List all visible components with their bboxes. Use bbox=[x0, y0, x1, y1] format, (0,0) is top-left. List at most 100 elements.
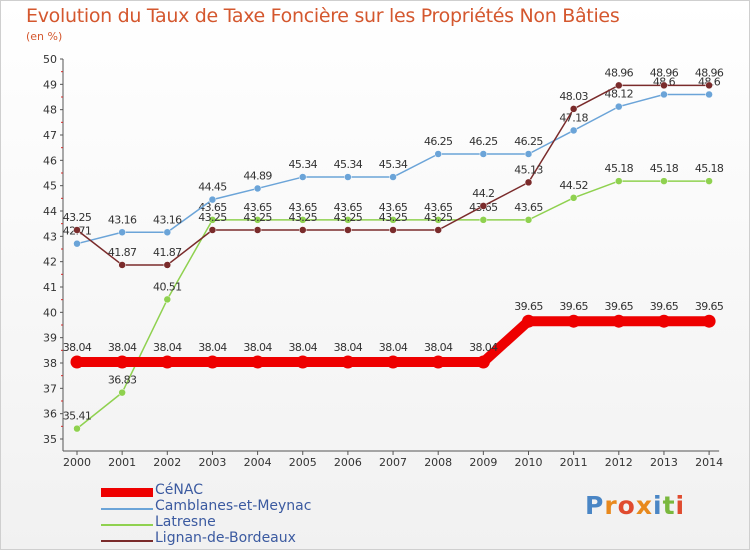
data-label: 43.65 bbox=[289, 201, 318, 214]
data-point bbox=[569, 126, 578, 135]
logo-letter: o bbox=[617, 491, 636, 520]
data-point bbox=[118, 261, 126, 269]
y-tick-label: 39 bbox=[43, 332, 57, 345]
data-label: 41.87 bbox=[108, 246, 137, 259]
data-point bbox=[479, 216, 488, 224]
data-label: 35.41 bbox=[63, 410, 92, 423]
data-point bbox=[389, 173, 397, 181]
data-label: 44.89 bbox=[243, 169, 272, 182]
data-point bbox=[208, 226, 217, 234]
data-point bbox=[479, 202, 488, 210]
proxiti-logo: Proxiti bbox=[585, 491, 685, 520]
legend-swatch bbox=[101, 488, 153, 497]
x-tick-label: 2009 bbox=[469, 456, 497, 469]
data-label: 38.04 bbox=[379, 341, 408, 354]
data-label: 45.18 bbox=[695, 162, 724, 175]
y-tick-label: 46 bbox=[43, 154, 57, 167]
data-point bbox=[386, 355, 400, 369]
chart-title: Evolution du Taux de Taxe Foncière sur l… bbox=[26, 5, 620, 27]
data-label: 46.25 bbox=[424, 135, 453, 148]
data-point bbox=[208, 216, 217, 224]
data-point bbox=[615, 177, 623, 185]
data-label: 45.34 bbox=[334, 158, 363, 171]
data-label: 40.51 bbox=[153, 280, 182, 293]
y-tick-label: 38 bbox=[43, 357, 57, 370]
y-tick-label: 40 bbox=[43, 306, 57, 319]
data-label: 48.03 bbox=[559, 90, 588, 103]
logo-letter: i bbox=[675, 491, 686, 520]
y-tick-label: 42 bbox=[43, 256, 57, 269]
data-point bbox=[344, 173, 352, 181]
data-point bbox=[115, 355, 129, 369]
data-label: 48.96 bbox=[650, 66, 679, 79]
data-label: 39.65 bbox=[514, 300, 543, 313]
data-label: 45.13 bbox=[514, 163, 543, 176]
data-label: 48.96 bbox=[605, 66, 634, 79]
data-label: 44.52 bbox=[559, 179, 588, 192]
data-label: 43.16 bbox=[108, 213, 137, 226]
legend-swatch bbox=[101, 508, 153, 510]
data-point bbox=[389, 226, 397, 234]
data-point bbox=[522, 314, 535, 328]
data-point bbox=[70, 355, 84, 369]
data-label: 45.34 bbox=[379, 158, 408, 171]
data-point bbox=[208, 195, 217, 204]
data-label: 38.04 bbox=[153, 341, 182, 354]
x-tick-label: 2011 bbox=[560, 456, 588, 469]
data-label: 44.45 bbox=[198, 181, 227, 194]
x-tick-label: 2005 bbox=[289, 456, 317, 469]
data-point bbox=[160, 355, 174, 369]
data-point bbox=[660, 90, 668, 99]
data-label: 38.04 bbox=[243, 341, 272, 354]
data-label: 43.25 bbox=[334, 211, 363, 224]
y-tick-label: 43 bbox=[43, 230, 57, 243]
data-point bbox=[479, 150, 488, 158]
data-point bbox=[524, 216, 533, 224]
x-tick-label: 2003 bbox=[198, 456, 226, 469]
data-label: 39.65 bbox=[695, 300, 724, 313]
data-label: 46.25 bbox=[469, 135, 498, 148]
x-tick-label: 2001 bbox=[108, 456, 136, 469]
y-tick-label: 49 bbox=[43, 78, 57, 91]
data-point bbox=[73, 239, 81, 248]
y-axis-unit: (en %) bbox=[26, 30, 63, 43]
data-label: 43.65 bbox=[424, 201, 453, 214]
legend-label: CéNAC bbox=[155, 482, 203, 498]
data-label: 47.18 bbox=[559, 111, 588, 124]
data-point bbox=[118, 388, 126, 397]
y-tick-label: 50 bbox=[43, 53, 57, 66]
series-latresne: 35.41 36.83 40.51 43.65 43.65 43.65 43.65 43.65… bbox=[63, 162, 725, 433]
data-label: 36.83 bbox=[108, 374, 137, 387]
data-label: 38.04 bbox=[334, 341, 363, 354]
legend-label: Latresne bbox=[155, 514, 216, 530]
data-point bbox=[299, 226, 307, 234]
data-label: 39.65 bbox=[605, 300, 634, 313]
data-point bbox=[73, 226, 81, 234]
data-label: 43.25 bbox=[424, 211, 453, 224]
data-label: 43.65 bbox=[514, 201, 543, 214]
data-label: 38.04 bbox=[63, 341, 92, 354]
series-lignan-de-bordeaux: 43.25 41.87 41.87 43.25 43.25 43.25 43.25 43.25… bbox=[63, 66, 725, 269]
data-label: 43.25 bbox=[198, 211, 227, 224]
y-tick-label: 41 bbox=[43, 281, 57, 294]
data-point bbox=[344, 216, 352, 224]
data-point bbox=[73, 424, 81, 433]
x-tick-label: 2010 bbox=[515, 456, 543, 469]
y-tick-label: 48 bbox=[43, 104, 57, 117]
data-label: 43.16 bbox=[153, 213, 182, 226]
data-point bbox=[705, 81, 713, 90]
legend-label: Lignan-de-Bordeaux bbox=[155, 530, 296, 546]
data-point bbox=[163, 261, 172, 269]
data-point bbox=[434, 216, 442, 224]
y-tick-label: 36 bbox=[43, 408, 57, 421]
legend-swatch bbox=[101, 524, 153, 526]
data-point bbox=[163, 228, 172, 237]
logo-letter: P bbox=[585, 491, 605, 520]
data-label: 43.65 bbox=[379, 201, 408, 214]
data-point bbox=[341, 355, 355, 369]
data-label: 43.25 bbox=[379, 211, 408, 224]
y-tick-label: 45 bbox=[43, 180, 57, 193]
data-point bbox=[253, 226, 262, 234]
data-label: 45.18 bbox=[605, 162, 634, 175]
